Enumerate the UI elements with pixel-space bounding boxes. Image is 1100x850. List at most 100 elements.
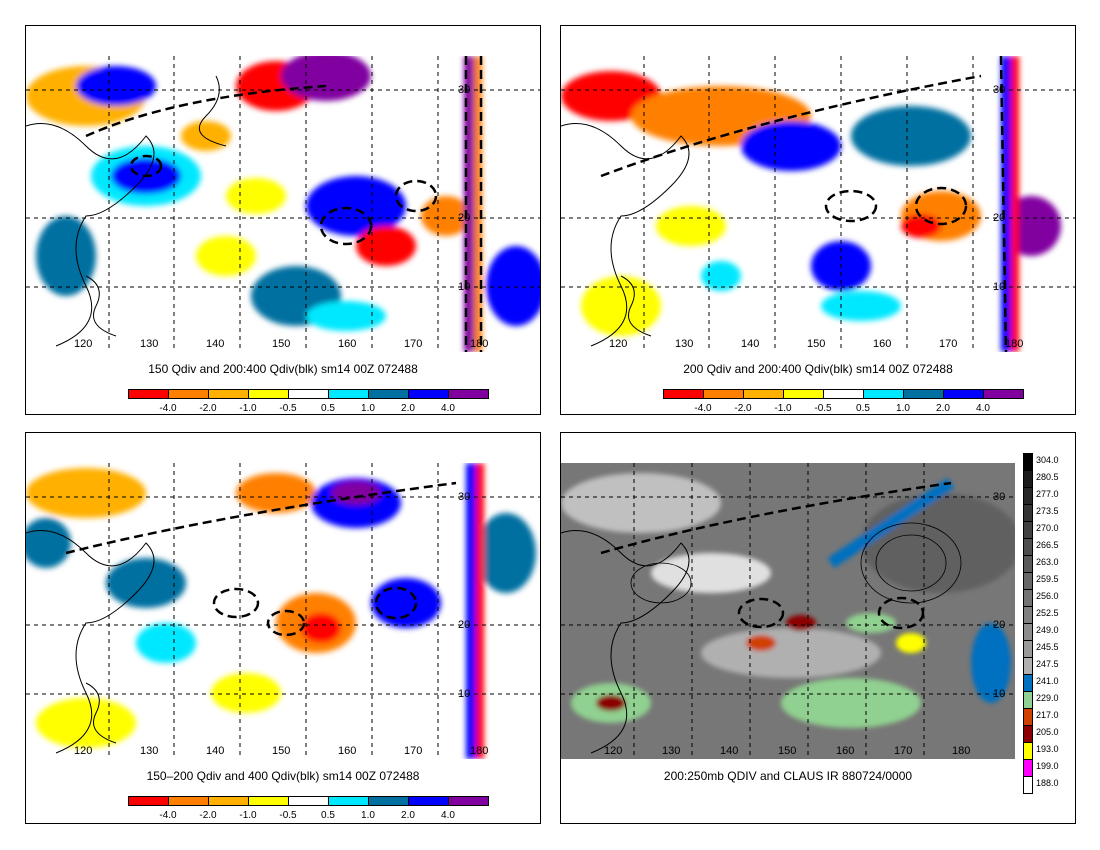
svg-text:10: 10 (993, 688, 1005, 700)
colorbar-tick-label: 4.0 (441, 810, 455, 821)
svg-text:180: 180 (952, 745, 970, 757)
colorbar-tick-label: -0.5 (279, 810, 297, 821)
colorbar-tick-label: 2.0 (401, 810, 415, 821)
colorbar-swatch (863, 389, 904, 399)
svg-text:140: 140 (206, 338, 224, 350)
colorbar-tick-label: -4.0 (694, 403, 712, 414)
ir-colorbar-swatch (1023, 776, 1033, 794)
colorbar-tick-label: -4.0 (159, 403, 177, 414)
ir-colorbar-label: 205.0 (1036, 727, 1059, 737)
svg-text:180: 180 (470, 338, 488, 350)
colorbar-tick-label: 0.5 (321, 810, 335, 821)
colorbar-swatch (208, 389, 249, 399)
colorbar-tick-label: -1.0 (239, 810, 257, 821)
colorbar-swatch (448, 796, 489, 806)
colorbar-swatch (128, 389, 169, 399)
coastlines (26, 530, 155, 754)
ir-colorbar-label: 247.5 (1036, 659, 1059, 669)
ir-colorbar-swatch (1023, 538, 1033, 556)
svg-text:140: 140 (741, 338, 759, 350)
coastlines (26, 75, 227, 347)
colorbar-swatch (328, 796, 369, 806)
colorbar-swatch (168, 389, 209, 399)
svg-text:160: 160 (338, 338, 356, 350)
colorbar-swatch (703, 389, 744, 399)
dashed-contours (600, 56, 1008, 352)
svg-text:150: 150 (778, 745, 796, 757)
ir-colorbar-swatch (1023, 708, 1033, 726)
ir-imagery (561, 473, 1015, 728)
ir-colorbar-swatch (1023, 657, 1033, 675)
ir-colorbar-swatch (1023, 487, 1033, 505)
grid (561, 463, 1015, 759)
colorbar-tick-label: -2.0 (199, 810, 217, 821)
panel-3: 120 130 140 150 160 170 180 30 20 10 150… (25, 432, 541, 824)
svg-text:160: 160 (836, 745, 854, 757)
panel-4: 120 130 140 150 160 170 180 30 20 10 304… (560, 432, 1076, 824)
ir-colorbar-label: 199.0 (1036, 761, 1059, 771)
ir-colorbar-swatch (1023, 572, 1033, 590)
svg-text:30: 30 (993, 84, 1005, 96)
ir-colorbar-label: 256.0 (1036, 591, 1059, 601)
colorbar-swatch (168, 796, 209, 806)
colorbar-swatch (328, 389, 369, 399)
colorbar-tick-label: -1.0 (774, 403, 792, 414)
lat-labels: 30 20 10 (993, 491, 1005, 700)
svg-text:180: 180 (1005, 338, 1023, 350)
ir-colorbar-swatch (1023, 623, 1033, 641)
colorbar-tick-label: 4.0 (441, 403, 455, 414)
map-panel-1: 120 130 140 150 160 170 180 30 20 10 (26, 56, 540, 352)
colorbar-swatch (368, 389, 409, 399)
colorbar-tick-label: -4.0 (159, 810, 177, 821)
svg-text:130: 130 (140, 338, 158, 350)
ir-colorbar-label: 241.0 (1036, 676, 1059, 686)
colorbar-tick-label: 1.0 (896, 403, 910, 414)
colorbar-swatch (408, 389, 449, 399)
svg-text:130: 130 (662, 745, 680, 757)
colorbar-tick-label: 2.0 (936, 403, 950, 414)
colorbar-tick-label: -2.0 (734, 403, 752, 414)
svg-text:20: 20 (458, 212, 470, 224)
colorbar-swatch (248, 796, 289, 806)
colorbar-swatch (368, 796, 409, 806)
colorbar-tick-label: -2.0 (199, 403, 217, 414)
colorbar-tick-label: 0.5 (856, 403, 870, 414)
colorbar-tick-label: 2.0 (401, 403, 415, 414)
qdiv-colorbar: -4.0 -2.0 -1.0 -0.5 0.5 1.0 2.0 4.0 (663, 389, 1024, 415)
qdiv-colorbar: -4.0 -2.0 -1.0 -0.5 0.5 1.0 2.0 4.0 (128, 796, 489, 822)
lat-labels: 30 20 10 (458, 84, 470, 293)
colorbar-swatch (983, 389, 1024, 399)
colorbar-swatch (248, 389, 289, 399)
colorbar-swatch (663, 389, 704, 399)
colorbar-tick-label: 4.0 (976, 403, 990, 414)
panel-1-caption: 150 Qdiv and 200:400 Qdiv(blk) sm14 00Z … (148, 362, 418, 376)
ir-colorbar: 304.0 280.5 277.0 273.5 270.0 266.5 263.0 259.5… (1023, 453, 1073, 794)
coastlines (561, 530, 690, 754)
colorbar-swatch (128, 796, 169, 806)
svg-text:150: 150 (807, 338, 825, 350)
ir-colorbar-swatch (1023, 504, 1033, 522)
lon-labels: 120 130 140 150 160 170 180 (604, 745, 970, 757)
colorbar-swatch (408, 796, 449, 806)
lon-labels: 120 130 140 150 160 170 180 (74, 745, 488, 757)
svg-text:10: 10 (993, 281, 1005, 293)
ir-colorbar-swatch (1023, 742, 1033, 760)
colorbar-tick-label: -0.5 (279, 403, 297, 414)
colorbar-tick-label: 1.0 (361, 810, 375, 821)
ir-colorbar-label: 229.0 (1036, 693, 1059, 703)
ir-colorbar-swatch (1023, 725, 1033, 743)
svg-text:150: 150 (272, 745, 290, 757)
colorbar-tick-label: 0.5 (321, 403, 335, 414)
svg-text:130: 130 (140, 745, 158, 757)
svg-text:140: 140 (206, 745, 224, 757)
dashed-contours (65, 481, 457, 637)
ir-colorbar-label: 266.5 (1036, 540, 1059, 550)
svg-text:120: 120 (74, 338, 92, 350)
svg-text:30: 30 (458, 491, 470, 503)
colorbar-tick-label: -1.0 (239, 403, 257, 414)
svg-text:170: 170 (939, 338, 957, 350)
svg-text:140: 140 (720, 745, 738, 757)
ir-colorbar-label: 270.0 (1036, 523, 1059, 533)
ir-colorbar-swatch (1023, 470, 1033, 488)
ir-colorbar-swatch (1023, 555, 1033, 573)
